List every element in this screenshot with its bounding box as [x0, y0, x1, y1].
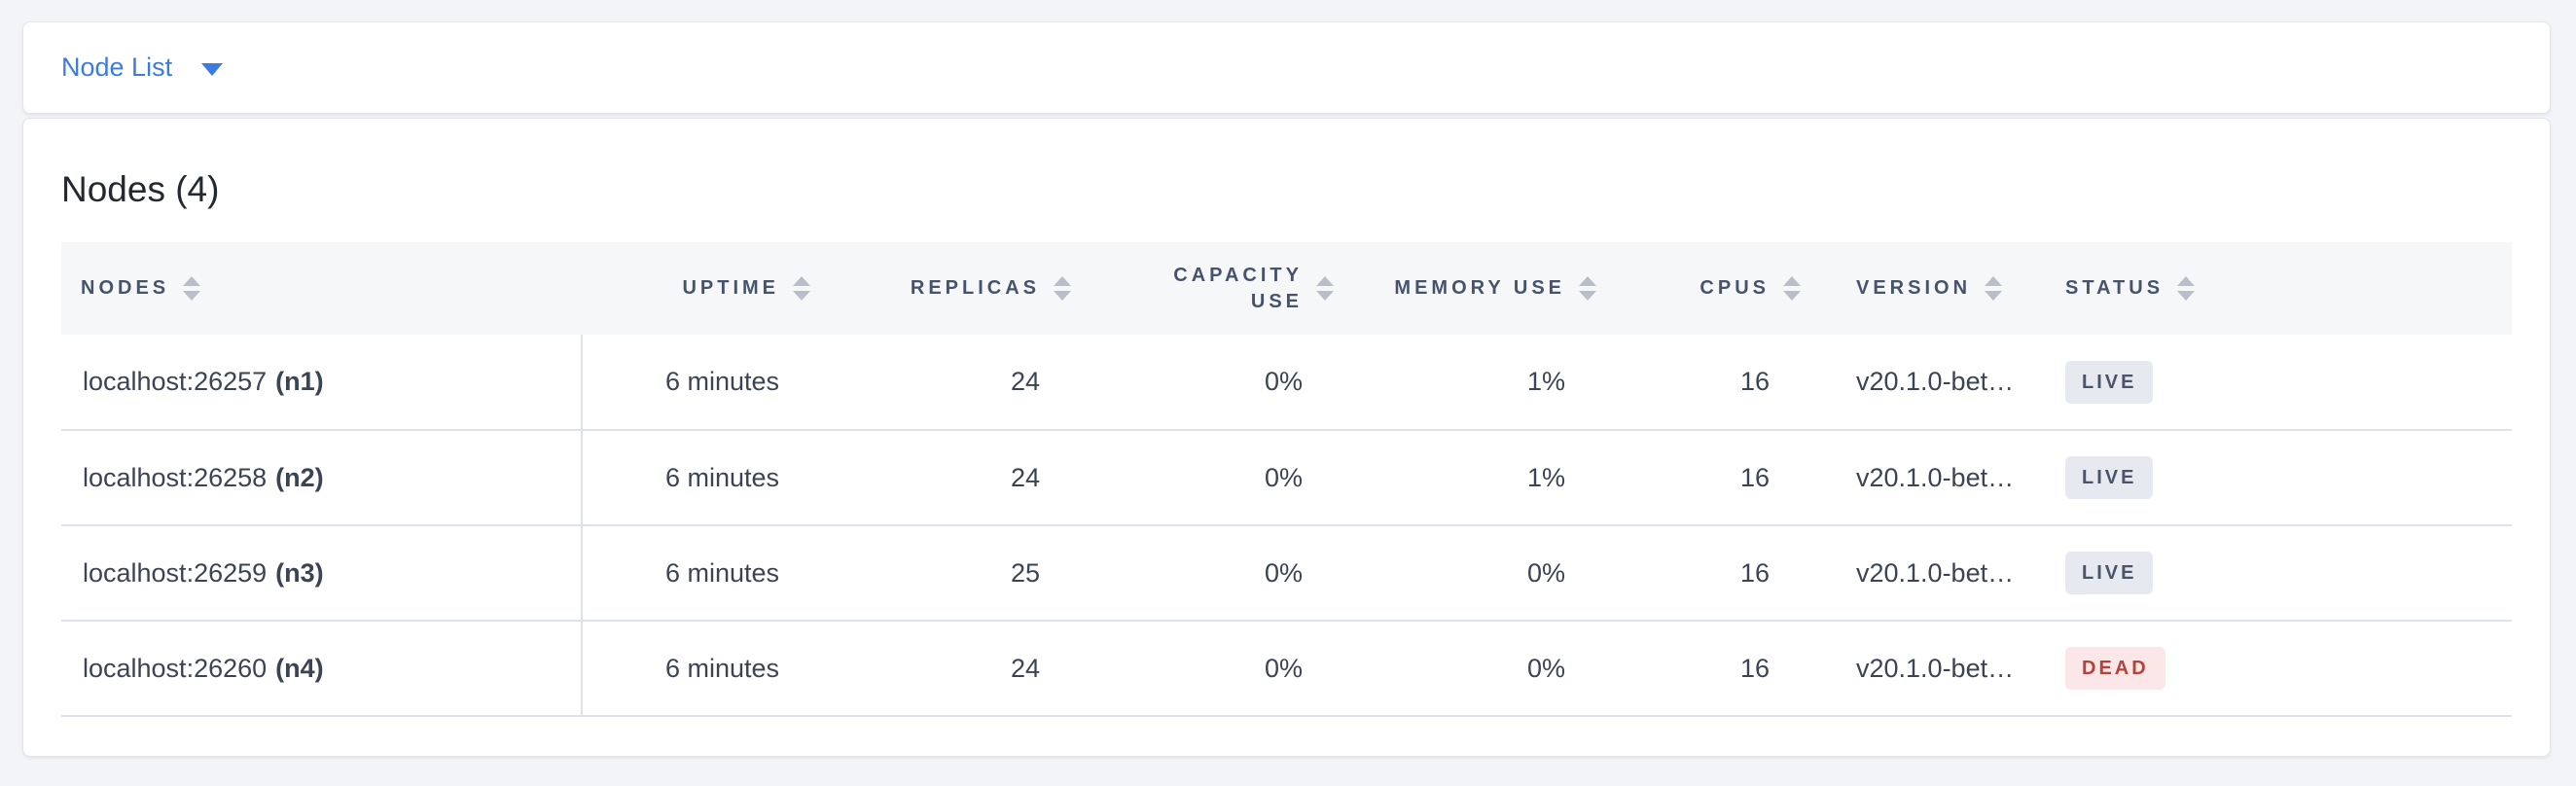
- uptime-cell: 6 minutes: [582, 430, 830, 526]
- version-cell: v20.1.0-bet…: [1820, 335, 2029, 431]
- memory-use-cell: 1%: [1353, 430, 1616, 526]
- sort-icon: [793, 276, 810, 301]
- nodes-card: Nodes (4) NODES UPTIME REPLICAS CAPACITY…: [22, 118, 2551, 757]
- version-cell: v20.1.0-bet…: [1820, 430, 2029, 526]
- memory-use-cell: 1%: [1353, 335, 1616, 431]
- status-badge: LIVE: [2065, 456, 2154, 499]
- node-address[interactable]: localhost:26260: [83, 653, 268, 683]
- capacity-use-cell: 0%: [1091, 430, 1353, 526]
- version-cell: v20.1.0-bet…: [1820, 621, 2029, 717]
- node-address[interactable]: localhost:26257: [83, 367, 268, 396]
- cpus-cell: 16: [1616, 430, 1820, 526]
- capacity-use-cell: 0%: [1091, 621, 1353, 717]
- table-row: localhost:26257 (n1) 6 minutes 24 0% 1% 1…: [61, 335, 2512, 431]
- node-address[interactable]: localhost:26258: [83, 462, 268, 492]
- uptime-cell: 6 minutes: [582, 335, 830, 431]
- status-badge: DEAD: [2065, 647, 2165, 690]
- sort-icon: [1783, 276, 1801, 301]
- column-header-status[interactable]: STATUS: [2029, 242, 2512, 335]
- replicas-cell: 24: [830, 621, 1091, 717]
- node-address-cell[interactable]: localhost:26260 (n4): [61, 621, 583, 717]
- table-row: localhost:26259 (n3) 6 minutes 25 0% 0% 1…: [61, 525, 2512, 622]
- node-id: (n1): [275, 367, 324, 396]
- node-id: (n2): [275, 462, 324, 492]
- status-cell: LIVE: [2029, 430, 2512, 526]
- sort-icon: [2177, 276, 2196, 301]
- cpus-cell: 16: [1616, 525, 1820, 622]
- view-switcher-bar: Node List: [22, 21, 2551, 114]
- capacity-use-cell: 0%: [1091, 335, 1353, 431]
- replicas-cell: 25: [830, 525, 1091, 622]
- table-row: localhost:26260 (n4) 6 minutes 24 0% 0% 1…: [61, 621, 2512, 717]
- node-address[interactable]: localhost:26259: [83, 557, 268, 588]
- cpus-cell: 16: [1616, 335, 1820, 431]
- status-cell: DEAD: [2029, 621, 2512, 717]
- table-header-row: NODES UPTIME REPLICAS CAPACITY USE MEMOR…: [61, 242, 2512, 335]
- sort-icon: [1316, 276, 1334, 301]
- node-address-cell[interactable]: localhost:26259 (n3): [61, 525, 583, 622]
- caret-down-icon: [201, 62, 224, 76]
- column-header-cpus[interactable]: CPUS: [1616, 242, 1820, 335]
- replicas-cell: 24: [830, 430, 1091, 526]
- version-cell: v20.1.0-bet…: [1820, 525, 2029, 622]
- replicas-cell: 24: [830, 335, 1091, 431]
- table-row: localhost:26258 (n2) 6 minutes 24 0% 1% 1…: [61, 430, 2512, 526]
- sort-icon: [1054, 276, 1071, 301]
- cpus-cell: 16: [1616, 621, 1820, 717]
- sort-icon: [1985, 276, 2003, 301]
- node-id: (n3): [275, 557, 324, 588]
- column-header-uptime[interactable]: UPTIME: [582, 242, 830, 335]
- status-cell: LIVE: [2029, 525, 2512, 622]
- uptime-cell: 6 minutes: [582, 525, 830, 622]
- sort-icon: [183, 276, 201, 301]
- node-address-cell[interactable]: localhost:26258 (n2): [61, 430, 583, 526]
- section-title: Nodes (4): [61, 169, 220, 209]
- column-header-version[interactable]: VERSION: [1820, 242, 2029, 335]
- column-header-nodes[interactable]: NODES: [61, 242, 582, 335]
- node-id: (n4): [275, 653, 324, 683]
- status-badge: LIVE: [2065, 552, 2154, 594]
- column-header-memory-use[interactable]: MEMORY USE: [1353, 242, 1616, 335]
- nodes-table: NODES UPTIME REPLICAS CAPACITY USE MEMOR…: [61, 242, 2512, 717]
- node-address-cell[interactable]: localhost:26257 (n1): [61, 335, 583, 431]
- memory-use-cell: 0%: [1353, 621, 1616, 717]
- uptime-cell: 6 minutes: [582, 621, 830, 717]
- status-cell: LIVE: [2029, 335, 2512, 431]
- view-dropdown-label: Node List: [61, 53, 173, 82]
- column-header-replicas[interactable]: REPLICAS: [830, 242, 1091, 335]
- column-header-capacity-use[interactable]: CAPACITY USE: [1091, 242, 1353, 335]
- capacity-use-cell: 0%: [1091, 525, 1353, 622]
- status-badge: LIVE: [2065, 360, 2154, 404]
- view-dropdown[interactable]: Node List: [61, 53, 224, 83]
- memory-use-cell: 0%: [1353, 525, 1616, 622]
- sort-icon: [1579, 276, 1596, 301]
